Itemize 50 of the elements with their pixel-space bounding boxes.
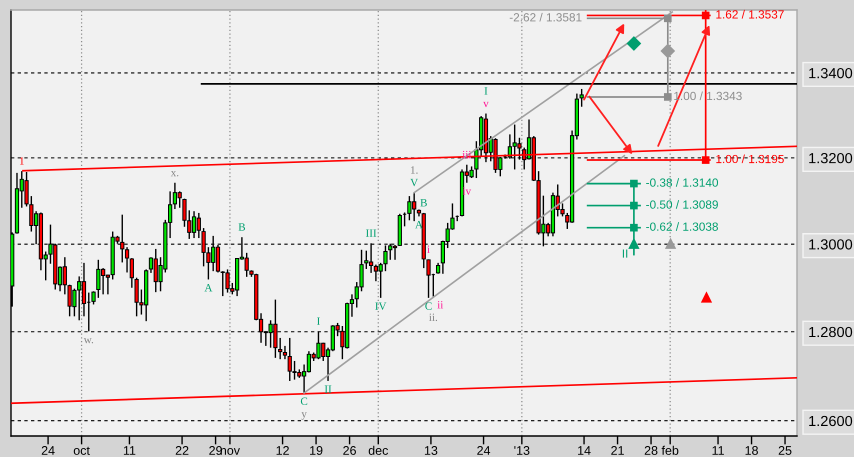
annotation: 1. — [410, 166, 418, 174]
x-tick-label: 22 — [176, 446, 188, 455]
annotation: I — [317, 317, 320, 325]
annotation: C — [425, 302, 432, 310]
annotation: i — [427, 245, 430, 253]
y-tick-label: 1.3200 — [809, 152, 852, 164]
x-tick-label: 26 — [343, 446, 356, 455]
annotation: y — [301, 412, 307, 420]
annotation: II — [324, 386, 332, 393]
annotation: -0.38 / 1.3140 — [646, 178, 718, 187]
annotation: w. — [84, 338, 94, 344]
annotation: V — [410, 178, 418, 186]
annotation: III — [366, 229, 376, 237]
x-tick-label: dec — [368, 446, 388, 455]
annotation: v — [483, 102, 489, 108]
x-tick-label: '13 — [514, 446, 530, 455]
y-tick-label: 1.2800 — [809, 326, 852, 338]
x-tick-label: oct — [74, 446, 90, 455]
annotation: ii — [437, 301, 444, 308]
x-tick-label: feb — [662, 446, 678, 455]
annotation: 1.62 / 1.3537 — [716, 10, 784, 19]
annotation: C — [300, 398, 308, 405]
y-tick-label: 1.2600 — [809, 416, 852, 426]
x-tick-label: 24 — [42, 446, 55, 455]
annotation: -0.62 / 1.3038 — [646, 222, 718, 231]
x-tick-label: 21 — [611, 446, 624, 455]
annotation: -0.50 / 1.3089 — [646, 200, 718, 209]
x-tick-label: 18 — [746, 446, 758, 455]
x-tick-label: 11 — [124, 446, 136, 455]
annotation: x. — [170, 171, 178, 176]
y-tick-label: 1.3400 — [809, 68, 852, 78]
x-tick-label: 12 — [276, 446, 289, 455]
annotation: I — [484, 87, 488, 94]
annotation: 1 — [20, 157, 24, 165]
x-tick-label: 19 — [310, 446, 322, 455]
x-tick-label: 25 — [778, 446, 792, 455]
annotation: 1.00 / 1.3195 — [716, 154, 784, 164]
x-tick-label: 11 — [712, 446, 724, 455]
annotation: B — [238, 223, 246, 231]
annotation: ii. — [429, 314, 438, 322]
annotation: II — [622, 250, 628, 258]
x-tick-label: 28 — [644, 446, 658, 455]
annotation: B — [420, 199, 427, 206]
annotation: A — [204, 284, 212, 292]
x-tick-label: 24 — [477, 446, 490, 455]
x-tick-label: 13 — [424, 446, 438, 455]
annotation: -2.62 / 1.3581 — [510, 12, 582, 22]
y-tick-label: 1.3000 — [809, 239, 852, 250]
x-tick-label: 14 — [578, 446, 591, 455]
annotation: IV — [375, 302, 386, 310]
